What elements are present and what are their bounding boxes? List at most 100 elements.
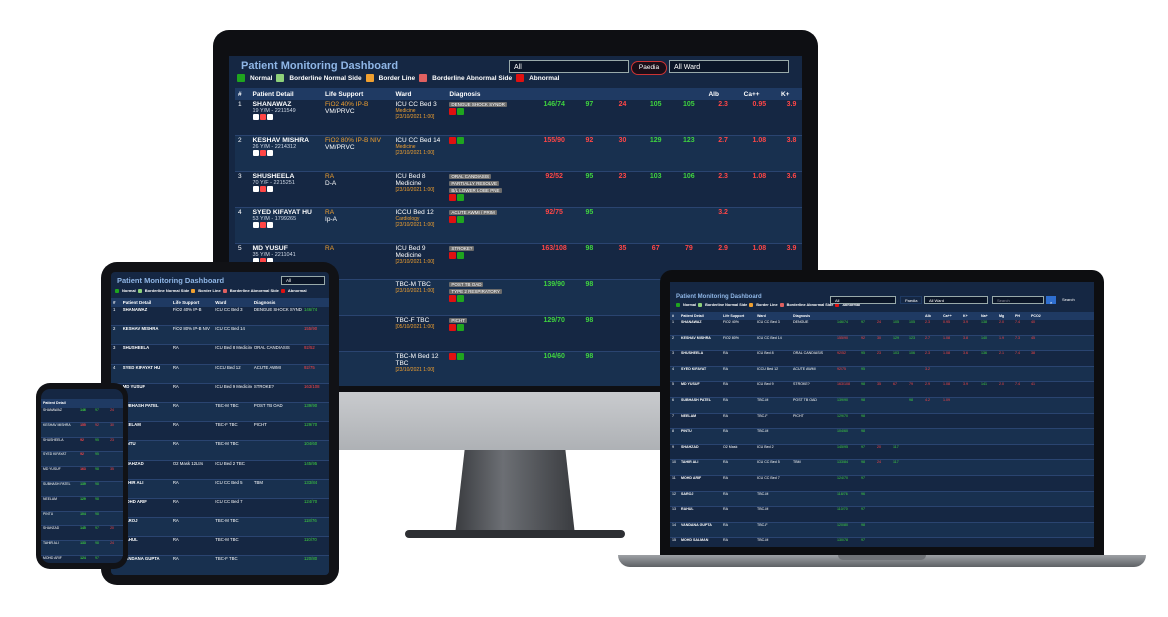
table-row[interactable]: 3 SHUSHEELA RA ICU Bed 8 ORAL CANDIASIS 92/52… bbox=[670, 351, 1094, 367]
vital-value: 35 bbox=[618, 245, 627, 252]
legend-swatch bbox=[419, 74, 428, 82]
diagnosis-icon[interactable] bbox=[457, 194, 465, 201]
table-row[interactable]: 2 KESHAV MISHRA FiO2 80% ICU CC Bed 14 155/9… bbox=[670, 335, 1094, 352]
tablet-filter-select[interactable]: All bbox=[281, 276, 325, 285]
table-row[interactable]: MOHD ARIF 124 97 bbox=[41, 556, 123, 563]
table-row[interactable]: 4 SYED KIFAYAT HU 53 Y/M - 1799265 RA Ip-A IC… bbox=[235, 207, 802, 244]
table-row[interactable]: 2 KESHAV MISHRA FiO2 80% IP-B NIV ICU CC Be… bbox=[111, 326, 329, 346]
filter-select[interactable]: All bbox=[509, 60, 629, 73]
patient-action-icon[interactable] bbox=[252, 150, 259, 156]
table-row[interactable]: 11 MOHD ARIF RA ICU CC Bed 7 124/70 97 bbox=[670, 476, 1094, 492]
patient-action-icon[interactable] bbox=[266, 222, 273, 228]
table-cell: 129/70 bbox=[837, 413, 848, 418]
patient-action-icon[interactable] bbox=[266, 150, 273, 156]
patient-action-icon[interactable] bbox=[259, 258, 266, 264]
patient-action-icon[interactable] bbox=[252, 222, 259, 228]
laptop-ward-select[interactable]: All Ward bbox=[924, 296, 988, 304]
diagnosis-icon[interactable] bbox=[457, 137, 465, 144]
table-row[interactable]: 6 SUBHASH PATEL RA TBC-M POST TB OAD 139/90 98… bbox=[670, 397, 1094, 414]
table-row[interactable]: 5 MD YUSUF RA ICU Bed 9 STROKE? 163/108 98 35 67… bbox=[670, 382, 1094, 398]
table-row[interactable]: 1 SHANAWAZ 19 Y/M - 2211549 FiO2 40% IP-B VM… bbox=[235, 100, 802, 136]
patient-action-icon[interactable] bbox=[259, 186, 266, 192]
tablet-screen: Patient Monitoring Dashboard All Normal B… bbox=[111, 272, 329, 575]
table-row[interactable]: 9 SHAHZAD O2 Mask ICU Bed 2 145/95 97 20 117 bbox=[670, 445, 1094, 461]
patient-action-icon[interactable] bbox=[266, 114, 273, 120]
table-row[interactable]: 3 SHUSHEELA RA ICU Bed 8 Medicine ORAL CANDI… bbox=[111, 345, 329, 365]
diagnosis-icon[interactable] bbox=[457, 353, 465, 360]
table-row[interactable]: KESHAV MISHRA 155 92 30 bbox=[41, 422, 123, 438]
legend-swatch bbox=[698, 303, 703, 307]
table-row[interactable]: 1 SHANAWAZ FiO2 40% IP-B ICU CC Bed 3 DENGUE… bbox=[111, 307, 329, 327]
patient-action-icon[interactable] bbox=[259, 114, 266, 120]
table-row[interactable]: NEELAM 129 98 bbox=[41, 497, 123, 512]
patient-action-icon[interactable] bbox=[252, 186, 259, 192]
ward-select[interactable]: All Ward bbox=[669, 60, 789, 73]
table-row[interactable]: SHANAWAZ 146 97 24 bbox=[41, 408, 123, 423]
table-row[interactable]: 2 KESHAV MISHRA 26 Y/M - 2214312 FiO2 80% I… bbox=[235, 135, 802, 172]
diagnosis-icon[interactable] bbox=[457, 295, 465, 302]
table-row[interactable]: 4 SYED KIFAYAT HU RA ICCU Bed 12 ACUTE AWMI 9… bbox=[111, 364, 329, 384]
table-row[interactable]: SUBHASH PATEL 139 98 bbox=[41, 481, 123, 497]
table-row[interactable]: PINTU 104 98 bbox=[41, 511, 123, 527]
diagnosis-icon[interactable] bbox=[449, 137, 457, 144]
laptop-search-button[interactable]: Search bbox=[1062, 297, 1075, 302]
patient-action-icon[interactable] bbox=[252, 258, 259, 264]
patient-name[interactable]: SHANAWAZ bbox=[252, 101, 292, 108]
table-row[interactable]: SHAHZAD 145 97 20 bbox=[41, 526, 123, 542]
patient-action-icon[interactable] bbox=[252, 114, 259, 120]
column-header: Ca++ bbox=[740, 88, 778, 100]
table-row[interactable]: 1 SHANAWAZ FiO2 40% ICU CC Bed 3 DENGUE 146/7… bbox=[670, 320, 1094, 336]
patient-name[interactable]: SHUSHEELA bbox=[252, 173, 295, 180]
patient-name[interactable]: SYED KIFAYAT HU bbox=[252, 209, 312, 216]
diagnosis-icon[interactable] bbox=[449, 194, 457, 201]
table-cell: MD YUSUF bbox=[681, 382, 700, 387]
search-icon[interactable]: ⌕ bbox=[1046, 296, 1056, 305]
diagnosis-icon[interactable] bbox=[449, 353, 457, 360]
table-row[interactable]: TAHIR ALI 133 98 24 bbox=[41, 541, 123, 556]
diagnosis-icon[interactable] bbox=[449, 295, 457, 302]
table-row[interactable]: 4 SYED KIFAYAT RA ICCU Bed 12 ACUTE AWMI 92/7… bbox=[670, 366, 1094, 383]
table-row[interactable]: 14 VANDANA GUPTA RA TBC-F 120/80 98 bbox=[670, 522, 1094, 539]
diagnosis-icon[interactable] bbox=[449, 252, 457, 259]
patient-action-icon[interactable] bbox=[266, 186, 273, 192]
table-row[interactable]: SHUSHEELA 92 95 23 bbox=[41, 438, 123, 453]
table-row[interactable]: 8 PINTU RA TBC-M 104/60 98 bbox=[670, 429, 1094, 445]
patient-name[interactable]: MD YUSUF bbox=[252, 245, 288, 252]
table-cell: 24 bbox=[877, 320, 881, 324]
diagnosis-icon[interactable] bbox=[449, 324, 457, 331]
table-cell: TAHIR ALI bbox=[122, 479, 144, 485]
table-row[interactable]: 15 MOHD SALMAN RA TBC-M 130/78 97 bbox=[670, 538, 1094, 547]
diagnosis-icon[interactable] bbox=[457, 216, 465, 223]
table-row[interactable]: 7 NEELAM RA TBC-F PICHT 129/70 98 bbox=[670, 414, 1094, 430]
patient-action-icon[interactable] bbox=[259, 150, 266, 156]
table-row[interactable]: 3 SHUSHEELA 70 Y/F - 2215251 RA D-A ICU Bed 8… bbox=[235, 171, 802, 208]
diagnosis-icon[interactable] bbox=[449, 108, 457, 115]
cell-vital: 105 bbox=[672, 100, 706, 136]
table-row[interactable]: 12 SAROJ RA TBC-M 118/76 96 bbox=[670, 491, 1094, 508]
paedia-button[interactable]: Paedia bbox=[631, 61, 667, 75]
diagnosis-icon[interactable] bbox=[457, 252, 465, 259]
laptop-paedia-button[interactable]: Paedia bbox=[900, 296, 922, 304]
table-row[interactable]: 13 RAHUL RA TBC-M 110/70 97 bbox=[670, 507, 1094, 523]
table-row[interactable]: 10 TAHIR ALI RA ICU CC Bed 5 TBM 133/84 98 24 11… bbox=[670, 460, 1094, 476]
diagnosis-icon[interactable] bbox=[449, 216, 457, 223]
patient-action-icon[interactable] bbox=[259, 222, 266, 228]
laptop-search-input[interactable]: Search bbox=[992, 296, 1044, 304]
diagnosis-icon[interactable] bbox=[457, 108, 465, 115]
patient-name[interactable]: KESHAV MISHRA bbox=[252, 137, 310, 144]
laptop-filter-select[interactable]: All bbox=[830, 296, 896, 304]
diagnosis-icon[interactable] bbox=[457, 324, 465, 331]
table-row[interactable]: SYED KIFAYAT 92 95 bbox=[41, 452, 123, 468]
patient-action-icon[interactable] bbox=[266, 258, 273, 264]
table-row[interactable]: MD YUSUF 163 98 35 bbox=[41, 467, 123, 482]
